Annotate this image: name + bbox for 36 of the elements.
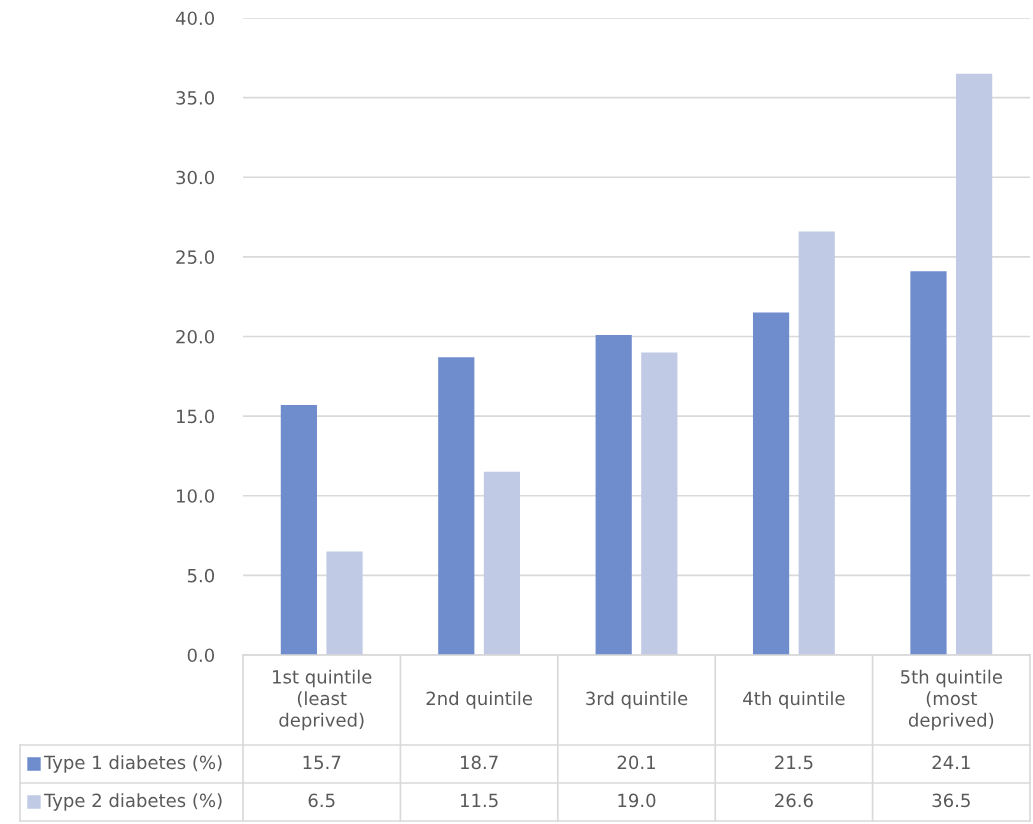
bar — [326, 551, 363, 655]
y-tick-label: 5.0 — [187, 568, 215, 583]
y-tick-label: 0.0 — [187, 648, 215, 663]
bar — [956, 73, 993, 655]
data-label: 15.7 — [303, 755, 341, 770]
bar — [910, 271, 947, 655]
bar — [798, 231, 835, 655]
legend-label: Type 1 diabetes (%) — [43, 755, 222, 773]
x-tick-label: 5th quintile (most deprived) — [901, 669, 1003, 731]
y-tick-label: 10.0 — [177, 489, 215, 503]
x-tick-label: 2nd quintile — [426, 691, 532, 709]
data-label: 19.0 — [618, 793, 656, 808]
data-label: 18.7 — [460, 755, 498, 770]
data-label: 24.1 — [932, 755, 970, 769]
data-label: 21.5 — [775, 755, 813, 770]
y-tick-label: 40.0 — [175, 11, 215, 26]
y-tick-label: 15.0 — [177, 409, 215, 424]
bar — [280, 404, 317, 655]
y-tick-label: 25.0 — [176, 250, 215, 264]
x-tick-label: 3rd quintile — [586, 691, 688, 709]
data-label: 11.5 — [460, 793, 498, 808]
bar — [483, 471, 521, 655]
y-tick-label: 20.0 — [176, 329, 215, 344]
bar — [752, 312, 790, 655]
data-label: 26.6 — [775, 793, 813, 808]
y-tick-label: 30.0 — [176, 170, 215, 185]
y-tick-label: 35.0 — [176, 91, 215, 105]
data-label: 6.5 — [308, 793, 335, 808]
x-tick-label: 4th quintile — [743, 691, 845, 709]
data-label: 36.5 — [932, 793, 970, 808]
x-tick-label: 1st quintile (least deprived) — [273, 669, 372, 731]
bar — [595, 334, 632, 655]
data-label: 20.1 — [617, 755, 655, 770]
bar — [641, 352, 678, 655]
bar — [438, 357, 475, 655]
legend-label: Type 2 diabetes (%) — [43, 793, 222, 811]
